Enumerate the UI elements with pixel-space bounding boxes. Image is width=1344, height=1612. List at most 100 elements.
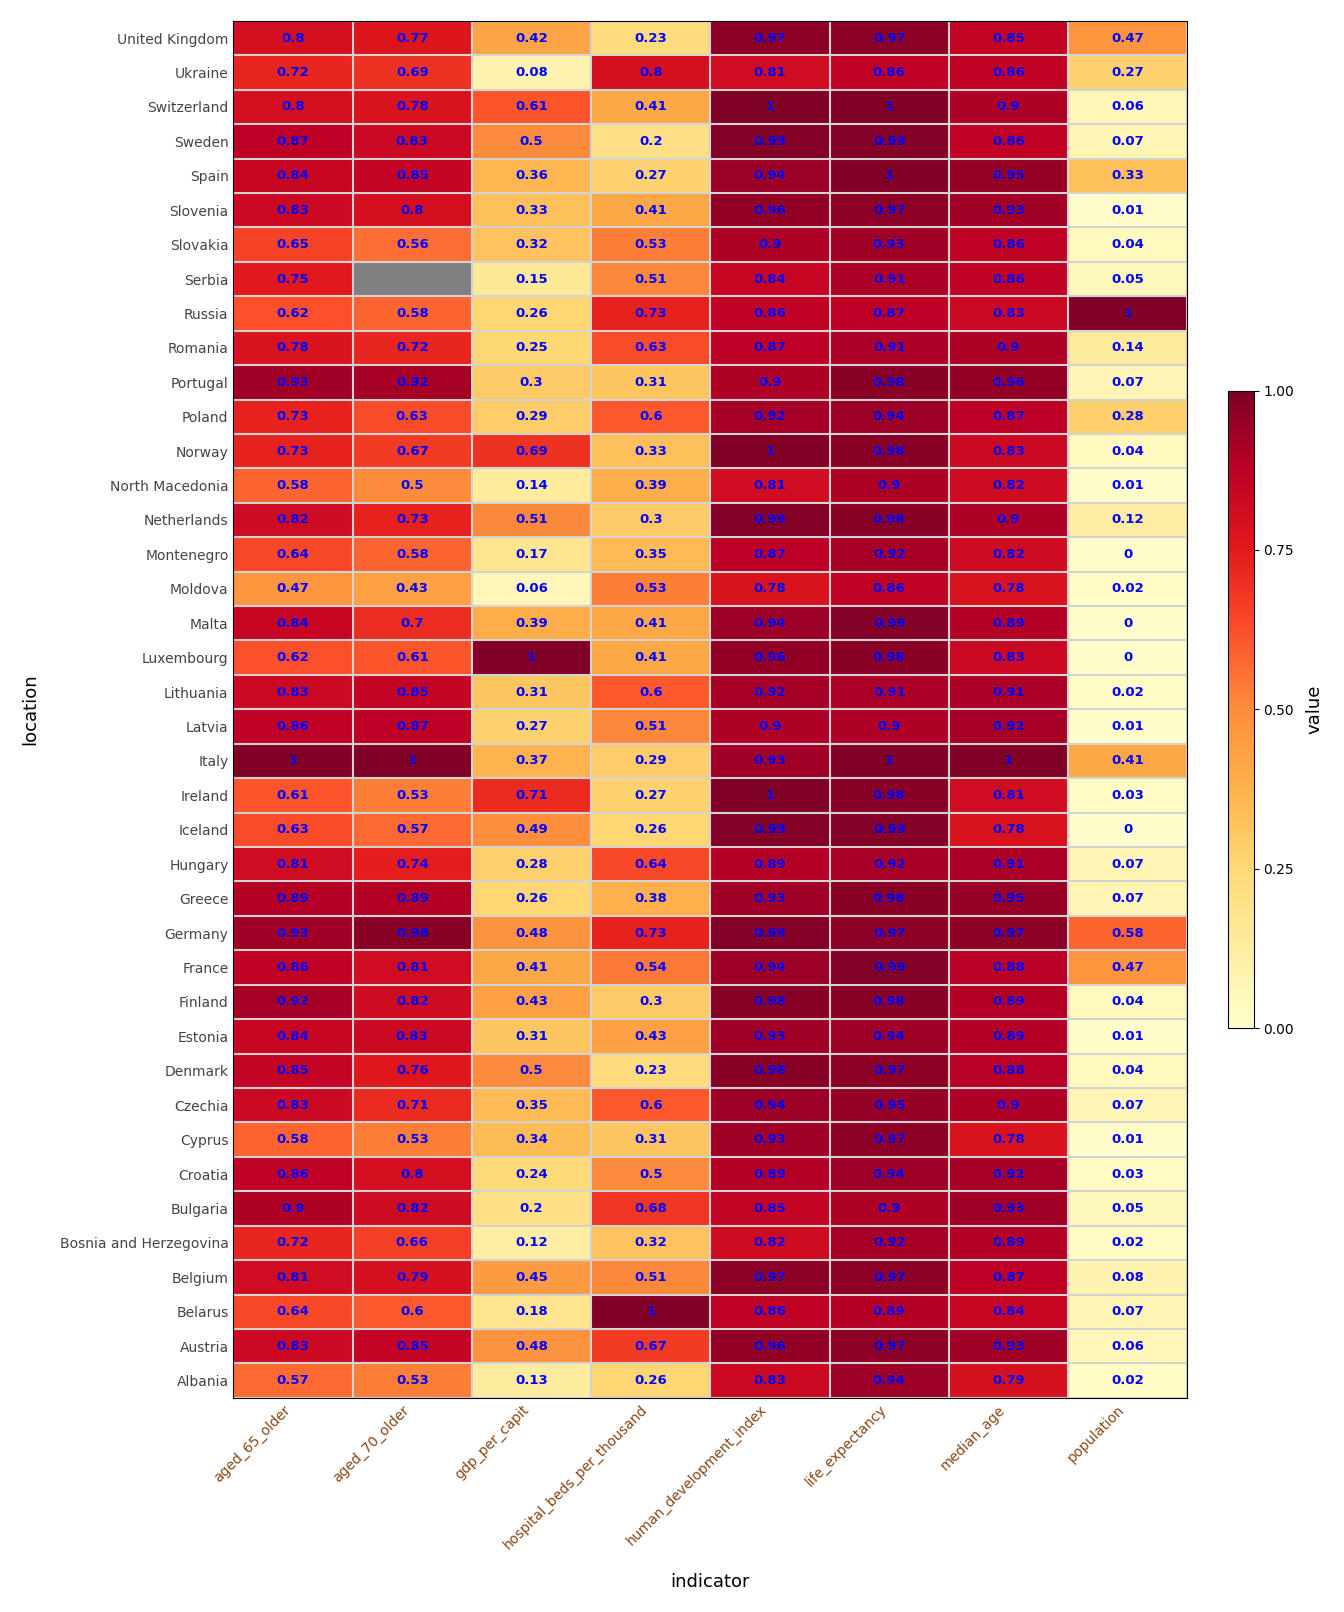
Text: 0.97: 0.97	[872, 927, 906, 940]
Text: 0.42: 0.42	[515, 32, 548, 45]
Text: 0.61: 0.61	[396, 651, 429, 664]
Text: 0.91: 0.91	[872, 272, 906, 285]
Text: 0.26: 0.26	[515, 891, 548, 906]
Text: 0.83: 0.83	[277, 203, 309, 216]
Text: 0.9: 0.9	[878, 479, 900, 492]
Text: 0.97: 0.97	[992, 927, 1024, 940]
Text: 1: 1	[289, 754, 297, 767]
Text: 0.61: 0.61	[277, 788, 309, 801]
Text: 0.83: 0.83	[277, 685, 309, 698]
Text: 0.41: 0.41	[515, 961, 548, 974]
Text: 0.72: 0.72	[277, 66, 309, 79]
Text: 0.5: 0.5	[520, 135, 543, 148]
Text: 0.9: 0.9	[878, 1203, 900, 1215]
Text: 0.98: 0.98	[396, 927, 429, 940]
Text: 0.03: 0.03	[1111, 788, 1144, 801]
Text: 0.94: 0.94	[754, 169, 786, 182]
Text: 0.93: 0.93	[992, 1203, 1024, 1215]
Text: 0.97: 0.97	[872, 203, 906, 216]
Text: 0.86: 0.86	[277, 1167, 309, 1180]
Text: 0.48: 0.48	[515, 1340, 548, 1352]
Text: 0.61: 0.61	[515, 100, 548, 113]
Text: 0.26: 0.26	[515, 306, 548, 319]
Text: 0.87: 0.87	[277, 135, 309, 148]
Text: 0.97: 0.97	[872, 1270, 906, 1283]
Text: 0.93: 0.93	[754, 1030, 786, 1043]
Text: 0.07: 0.07	[1111, 376, 1144, 388]
Text: 0.41: 0.41	[634, 617, 667, 630]
Text: 0.51: 0.51	[634, 272, 667, 285]
Text: 1: 1	[1124, 306, 1132, 319]
Text: 0.78: 0.78	[992, 582, 1024, 595]
Text: 0.88: 0.88	[992, 1064, 1025, 1077]
Text: 0.9: 0.9	[758, 376, 782, 388]
Text: 0.82: 0.82	[396, 1203, 429, 1215]
Text: 0.33: 0.33	[1111, 169, 1144, 182]
Text: 1: 1	[527, 651, 536, 664]
Text: 0.93: 0.93	[277, 927, 309, 940]
Y-axis label: location: location	[22, 674, 39, 745]
Text: 0.79: 0.79	[992, 1373, 1024, 1386]
Text: 0.06: 0.06	[1111, 100, 1144, 113]
Text: 0.73: 0.73	[277, 409, 309, 424]
Text: 0.8: 0.8	[281, 32, 305, 45]
Text: 0.07: 0.07	[1111, 135, 1144, 148]
Text: 0.41: 0.41	[634, 651, 667, 664]
Text: 0.24: 0.24	[515, 1167, 548, 1180]
Text: 0.88: 0.88	[992, 961, 1025, 974]
Text: 0.02: 0.02	[1111, 1373, 1144, 1386]
Text: 0.87: 0.87	[992, 409, 1024, 424]
Text: 0.97: 0.97	[754, 32, 786, 45]
Text: 0.01: 0.01	[1111, 1030, 1144, 1043]
Text: 0.99: 0.99	[754, 514, 786, 527]
Text: 0.43: 0.43	[515, 996, 548, 1009]
Text: 0.92: 0.92	[872, 1236, 906, 1249]
Text: 0.89: 0.89	[754, 858, 786, 870]
Text: 0.96: 0.96	[754, 1340, 786, 1352]
Text: 0.85: 0.85	[754, 1203, 786, 1215]
Text: 0.06: 0.06	[515, 582, 548, 595]
Text: 0.83: 0.83	[754, 1373, 786, 1386]
Text: 0.12: 0.12	[515, 1236, 548, 1249]
Text: 0.95: 0.95	[992, 891, 1024, 906]
Text: 0.83: 0.83	[277, 1340, 309, 1352]
Text: 0: 0	[1124, 824, 1132, 837]
Text: 0.83: 0.83	[396, 135, 429, 148]
Text: 0.92: 0.92	[992, 1167, 1024, 1180]
Text: 0.58: 0.58	[1111, 927, 1144, 940]
Text: 0.6: 0.6	[401, 1306, 425, 1319]
Text: 0.2: 0.2	[520, 1203, 543, 1215]
Text: 0.75: 0.75	[277, 272, 309, 285]
Text: 0.89: 0.89	[277, 891, 309, 906]
Text: 0.98: 0.98	[872, 996, 906, 1009]
Text: 0.81: 0.81	[277, 858, 309, 870]
Text: 0.87: 0.87	[754, 342, 786, 355]
Text: 0.64: 0.64	[277, 1306, 309, 1319]
Text: 1: 1	[1004, 754, 1013, 767]
Text: 0.94: 0.94	[872, 1373, 906, 1386]
Text: 0.5: 0.5	[401, 479, 423, 492]
Text: 0.41: 0.41	[634, 100, 667, 113]
Text: 0.31: 0.31	[634, 376, 667, 388]
Text: 0.69: 0.69	[515, 445, 548, 458]
Text: 0.7: 0.7	[401, 617, 423, 630]
Text: 0.92: 0.92	[872, 548, 906, 561]
Text: 0.04: 0.04	[1111, 1064, 1144, 1077]
Text: 0.07: 0.07	[1111, 891, 1144, 906]
Text: 0.81: 0.81	[754, 66, 786, 79]
Text: 0.63: 0.63	[396, 409, 429, 424]
Text: 0.32: 0.32	[515, 239, 548, 251]
Text: 0.98: 0.98	[872, 376, 906, 388]
Text: 0.94: 0.94	[872, 409, 906, 424]
Text: 0.91: 0.91	[872, 342, 906, 355]
Text: 0: 0	[1124, 617, 1132, 630]
Text: 0.82: 0.82	[277, 514, 309, 527]
Text: 0.5: 0.5	[520, 1064, 543, 1077]
Text: 0.27: 0.27	[515, 721, 548, 733]
Text: 0.01: 0.01	[1111, 203, 1144, 216]
Text: 0.89: 0.89	[396, 891, 429, 906]
Text: 0.69: 0.69	[396, 66, 429, 79]
Text: 0.93: 0.93	[754, 891, 786, 906]
Text: 0.86: 0.86	[992, 66, 1025, 79]
Text: 0.94: 0.94	[872, 1030, 906, 1043]
